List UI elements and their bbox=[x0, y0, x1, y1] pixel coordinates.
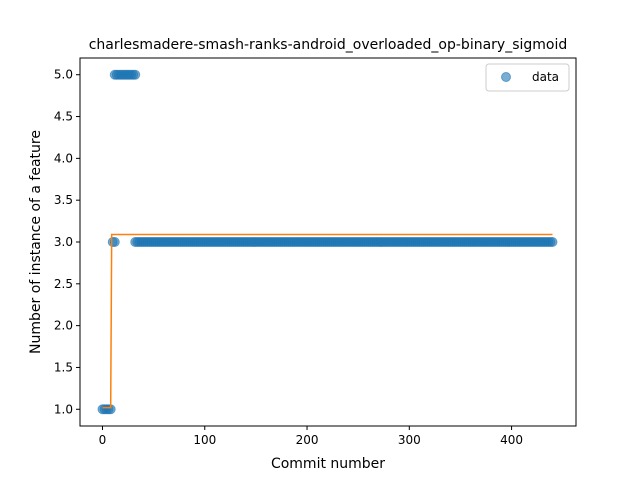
data-point-17 bbox=[130, 69, 141, 80]
legend-label-data: data bbox=[532, 70, 559, 84]
chart-title: charlesmadere-smash-ranks-android_overlo… bbox=[89, 37, 568, 53]
x-tick-label-100: 100 bbox=[193, 433, 216, 447]
legend-marker-data bbox=[501, 72, 511, 82]
y-axis: 1.0 1.5 2.0 2.5 3.0 3.5 4.0 4.5 5.0 bbox=[54, 68, 80, 416]
data-point-222 bbox=[547, 237, 558, 247]
y-tick-label-3: 2.5 bbox=[54, 277, 73, 291]
y-tick-label-8: 5.0 bbox=[54, 68, 73, 82]
legend: data bbox=[485, 63, 570, 92]
y-axis-label: Number of instance of a feature bbox=[28, 130, 44, 354]
y-tick-label-1: 1.5 bbox=[54, 360, 73, 374]
y-tick-label-2: 2.0 bbox=[54, 319, 73, 333]
fit-line bbox=[102, 233, 553, 409]
y-tick-label-4: 3.0 bbox=[54, 235, 73, 249]
x-tick-label-400: 400 bbox=[500, 433, 523, 447]
y-tick-label-7: 4.5 bbox=[54, 110, 73, 124]
x-axis: 0 100 200 300 400 bbox=[99, 426, 523, 447]
x-tick-label-300: 300 bbox=[398, 433, 421, 447]
x-axis-label: Commit number bbox=[271, 456, 385, 472]
x-tick-label-0: 0 bbox=[99, 433, 107, 447]
legend-frame bbox=[485, 63, 570, 92]
y-tick-label-5: 3.5 bbox=[54, 193, 73, 207]
data-series bbox=[97, 69, 558, 415]
x-tick-label-200: 200 bbox=[296, 433, 319, 447]
y-tick-label-0: 1.0 bbox=[54, 402, 73, 416]
plot-area bbox=[97, 69, 558, 415]
data-point-6 bbox=[109, 237, 120, 247]
y-tick-label-6: 4.0 bbox=[54, 151, 73, 165]
